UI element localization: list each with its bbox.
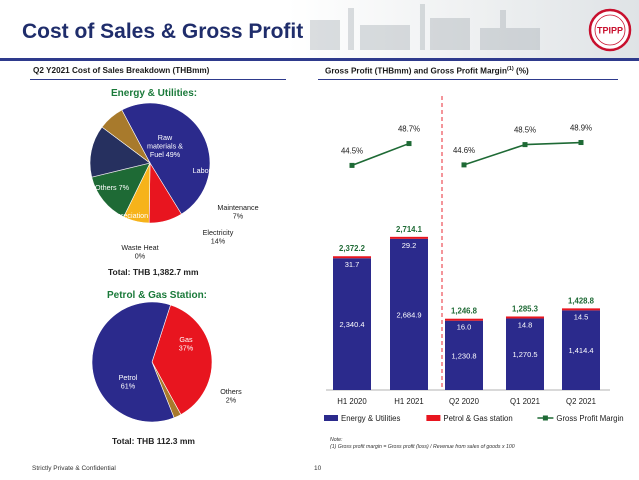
note-title: Note: [330,437,343,443]
bar-energy-h1-2021 [390,238,428,390]
legend-energy: Energy & Utilities [341,414,400,423]
bar-energy-h1-2020 [333,258,371,390]
page-number: 10 [314,465,322,472]
right-panel-rule [318,79,618,80]
title-underline [0,58,639,61]
energy-label: Energy & Utilities: [111,88,198,99]
energy-label-maintenance: Maintenance 7% [217,203,258,221]
margin-point-h1-2020 [349,162,355,168]
petrol-pie-chart: Gas 37% Others 2% Petrol 61% [91,301,242,423]
label-energy-q2-2020: 1,230.8 [451,351,476,360]
bar-energy-q1-2021 [506,318,544,390]
energy-label-labor: Labor 9% [193,166,224,175]
margin-line-segment [524,141,582,146]
label-petrol-q2-2021: 14.5 [574,312,589,321]
category-h1-2021: H1 2021 [394,397,423,406]
right-panel-title: Gross Profit (THBmm) and Gross Profit Ma… [325,66,529,76]
margin-label-h1-2021: 48.7% [398,125,420,134]
category-h1-2020: H1 2020 [337,397,367,406]
category-q2-2020: Q2 2020 [449,397,480,406]
energy-label-waste-heat: Waste Heat 0% [121,243,158,261]
label-energy-q2-2021: 1,414.4 [568,346,593,355]
footer-confidential: Strictly Private & Confidential [32,465,116,472]
energy-pie-chart: Raw materials & Fuel 49% Labor 9% Maintenanc… [90,102,259,261]
bar-petrol-q2-2021 [562,308,600,311]
energy-slice-electricity [91,162,151,218]
energy-label-electricity: Electricity 14% [203,228,234,246]
margin-point-q2-2020 [461,162,467,168]
total-q2-2020: 1,246.8 [451,307,478,316]
bar-petrol-h1-2020 [333,256,371,259]
total-h1-2021: 2,714.1 [396,225,423,234]
petrol-label: Petrol & Gas Station: [107,290,208,301]
bar-energy-q2-2020 [445,320,483,390]
chart-note: Note: (1) Gross profit margin = Gross pr… [330,437,515,451]
gross-profit-chart: 2,340.4 31.7 2,372.2 H1 2020 2,684.9 29.2 2,71… [324,96,624,423]
left-panel-rule [30,79,286,80]
label-energy-h1-2021: 2,684.9 [396,310,421,319]
label-energy-h1-2020: 2,340.4 [339,320,364,329]
energy-label-others: Others 7% [95,183,130,192]
legend-margin: Gross Profit Margin [556,414,623,423]
category-q2-2021: Q2 2021 [566,397,596,406]
energy-total: Total: THB 1,382.7 mm [108,267,199,277]
bar-petrol-q2-2020 [445,318,483,321]
label-petrol-q2-2020: 16.0 [457,323,472,332]
total-h1-2020: 2,372.2 [339,244,366,253]
legend-petrol-swatch [426,415,441,421]
note-text: (1) Gross profit margin = Gross profit (… [330,444,515,450]
margin-line-segment [463,143,526,166]
category-q1-2021: Q1 2021 [510,397,540,406]
bar-petrol-h1-2021 [390,236,428,239]
factory-background-icon [310,4,540,50]
energy-label-depreciation: Depreciation 14% [108,211,148,229]
right-panel-title-sup: (1) [506,66,514,72]
total-q1-2021: 1,285.3 [512,304,539,313]
legend-margin-marker [542,415,548,421]
petrol-label-others: Others 2% [220,387,242,405]
label-petrol-h1-2021: 29.2 [402,241,417,250]
legend-energy-swatch [324,415,338,421]
legend-petrol: Petrol & Gas station [443,414,512,423]
energy-slice-depreciation [90,126,151,178]
right-panel-title-text: Gross Profit (THBmm) and Gross Profit Ma… [325,66,507,76]
margin-label-q2-2020: 44.6% [453,146,475,155]
petrol-slice-petrol [91,301,175,423]
header-band [0,0,639,58]
petrol-total: Total: THB 112.3 mm [112,436,195,446]
margin-line-segment [351,142,410,167]
margin-label-h1-2020: 44.5% [341,146,363,155]
label-petrol-h1-2020: 31.7 [345,260,360,269]
margin-point-q2-2021 [578,140,584,146]
label-petrol-q1-2021: 14.8 [518,320,533,329]
margin-point-h1-2021 [406,141,412,147]
bar-petrol-q1-2021 [506,316,544,319]
petrol-label-gas: Gas 37% [179,335,194,353]
energy-slice-raw-materials-fuel [121,102,211,215]
label-energy-q1-2021: 1,270.5 [512,350,537,359]
margin-label-q1-2021: 48.5% [514,126,536,135]
energy-slice-others [101,109,151,164]
petrol-label-petrol: Petrol 61% [119,373,138,391]
energy-label-raw-materials-fuel: Raw materials & Fuel 49% [147,133,183,159]
margin-point-q1-2021 [522,142,528,148]
page-title: Cost of Sales & Gross Profit [22,20,304,43]
right-panel-title-suffix: (%) [513,66,529,76]
logo-text: TPIPP [597,26,623,36]
margin-label-q2-2021: 48.9% [570,124,592,133]
company-logo: TPIPP [588,8,632,52]
left-panel-title: Q2 Y2021 Cost of Sales Breakdown (THBmm) [33,66,210,75]
bar-energy-q2-2021 [562,310,600,390]
petrol-slice-gas [151,304,213,415]
total-q2-2021: 1,428.8 [568,296,595,305]
